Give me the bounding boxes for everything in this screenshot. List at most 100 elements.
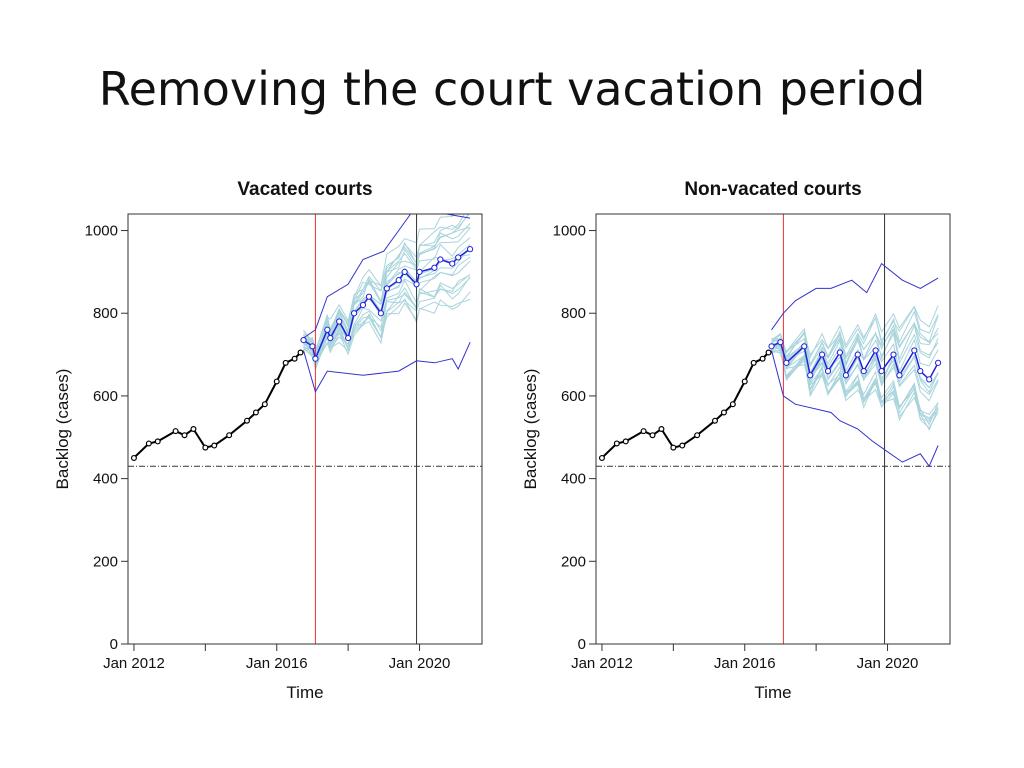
mean-forecast-point bbox=[768, 343, 775, 350]
y-tick-label: 400 bbox=[93, 471, 118, 488]
mean-forecast-point bbox=[926, 376, 933, 383]
mean-forecast-point bbox=[359, 301, 367, 309]
mean-forecast-point bbox=[312, 355, 319, 362]
simulation-path bbox=[771, 322, 939, 367]
chart-panel-1: Vacated courts Time Backlog (cases) 0 200 400… bbox=[53, 179, 483, 702]
mean-forecast-point bbox=[336, 318, 343, 325]
observed-point bbox=[640, 428, 647, 435]
y-tick-label: 600 bbox=[93, 388, 118, 405]
observed-point bbox=[759, 355, 766, 362]
slide-title: Removing the court vacation period bbox=[98, 62, 926, 116]
mean-forecast-point bbox=[818, 351, 826, 358]
upper-bound-line bbox=[771, 262, 939, 331]
observed-point bbox=[243, 417, 250, 424]
x-axis-label: Time bbox=[754, 683, 791, 702]
mean-forecast-point bbox=[842, 372, 849, 379]
mean-forecast-point bbox=[365, 293, 373, 300]
mean-forecast-point bbox=[878, 368, 885, 375]
upper-bound-line bbox=[303, 214, 471, 339]
mean-forecast-point bbox=[467, 246, 474, 253]
y-tick-label: 800 bbox=[561, 305, 586, 322]
mean-forecast-point bbox=[300, 337, 307, 344]
mean-forecast-point bbox=[807, 372, 814, 379]
observed-point bbox=[711, 417, 718, 424]
observed-point bbox=[291, 355, 298, 362]
mean-forecast-point bbox=[431, 264, 438, 271]
plot-frame bbox=[595, 213, 951, 645]
observed-point bbox=[190, 426, 197, 433]
x-tick-label: Jan 2020 bbox=[857, 655, 919, 672]
mean-forecast-point bbox=[824, 368, 832, 375]
x-axis-label: Time bbox=[286, 683, 323, 702]
observed-point bbox=[750, 359, 757, 366]
y-tick-label: 600 bbox=[561, 388, 586, 405]
observed-point bbox=[741, 378, 748, 385]
lower-bound-line bbox=[771, 350, 939, 468]
mean-forecast-point bbox=[345, 334, 352, 342]
mean-forecast-point bbox=[449, 260, 456, 267]
simulation-path bbox=[771, 345, 939, 423]
observed-point bbox=[679, 442, 686, 449]
mean-forecast-point bbox=[437, 256, 444, 263]
observed-point bbox=[297, 349, 304, 356]
observed-point bbox=[273, 378, 280, 385]
mean-forecast-point bbox=[890, 351, 897, 358]
observed-point bbox=[145, 440, 152, 447]
mean-forecast-point bbox=[416, 268, 423, 275]
observed-point bbox=[598, 454, 605, 461]
mean-forecast-point bbox=[413, 281, 420, 288]
mean-forecast-point bbox=[395, 277, 402, 284]
mean-forecast-point bbox=[896, 372, 903, 379]
observed-point bbox=[226, 432, 233, 439]
x-tick-label: Jan 2016 bbox=[714, 655, 776, 672]
simulation-path bbox=[771, 344, 939, 419]
simulation-path bbox=[771, 310, 939, 366]
y-tick-label: 800 bbox=[93, 305, 118, 322]
mean-forecast-point bbox=[324, 326, 331, 333]
mean-forecast-point bbox=[801, 343, 808, 350]
observed-line bbox=[133, 351, 302, 459]
mean-forecast-point bbox=[350, 310, 358, 317]
observed-point bbox=[211, 442, 218, 449]
lower-bound-line bbox=[303, 341, 471, 394]
observed-point bbox=[181, 432, 188, 439]
chart-panel-2: Non-vacated courts Time Backlog (cases) 0 20… bbox=[521, 179, 951, 702]
mean-forecast-point bbox=[401, 268, 408, 275]
mean-forecast-point bbox=[455, 254, 462, 261]
observed-point bbox=[261, 401, 268, 408]
observed-point bbox=[649, 432, 656, 439]
simulation-path bbox=[771, 347, 939, 402]
y-tick-label: 1000 bbox=[553, 223, 586, 240]
mean-forecast-point bbox=[327, 334, 334, 342]
observed-point bbox=[282, 359, 289, 366]
y-axis-label: Backlog (cases) bbox=[53, 369, 72, 490]
mean-forecast-point bbox=[872, 347, 879, 354]
mean-forecast-point bbox=[783, 359, 790, 366]
x-tick-label: Jan 2016 bbox=[246, 655, 308, 672]
observed-point bbox=[130, 454, 137, 461]
observed-point bbox=[613, 440, 620, 447]
observed-point bbox=[202, 444, 209, 451]
chart-title: Non-vacated courts bbox=[684, 179, 861, 200]
y-axis-label: Backlog (cases) bbox=[521, 369, 540, 490]
mean-forecast-point bbox=[777, 339, 784, 346]
plot-area bbox=[128, 214, 482, 644]
mean-forecast-point bbox=[377, 310, 384, 317]
simulation-path bbox=[303, 227, 471, 353]
y-tick-label: 0 bbox=[578, 636, 586, 653]
observed-point bbox=[252, 409, 259, 416]
x-tick-label: Jan 2020 bbox=[389, 655, 451, 672]
y-tick-label: 1000 bbox=[85, 223, 118, 240]
simulation-path bbox=[303, 299, 471, 367]
simulation-path bbox=[771, 305, 939, 360]
observed-line bbox=[601, 351, 770, 459]
mean-forecast-point bbox=[935, 359, 942, 366]
x-tick-label: Jan 2012 bbox=[103, 655, 165, 672]
simulation-path bbox=[771, 323, 939, 375]
chart-title: Vacated courts bbox=[237, 179, 372, 200]
observed-point bbox=[694, 432, 701, 439]
y-tick-label: 200 bbox=[93, 553, 118, 570]
mean-forecast-point bbox=[836, 349, 844, 356]
mean-forecast-point bbox=[854, 351, 861, 358]
